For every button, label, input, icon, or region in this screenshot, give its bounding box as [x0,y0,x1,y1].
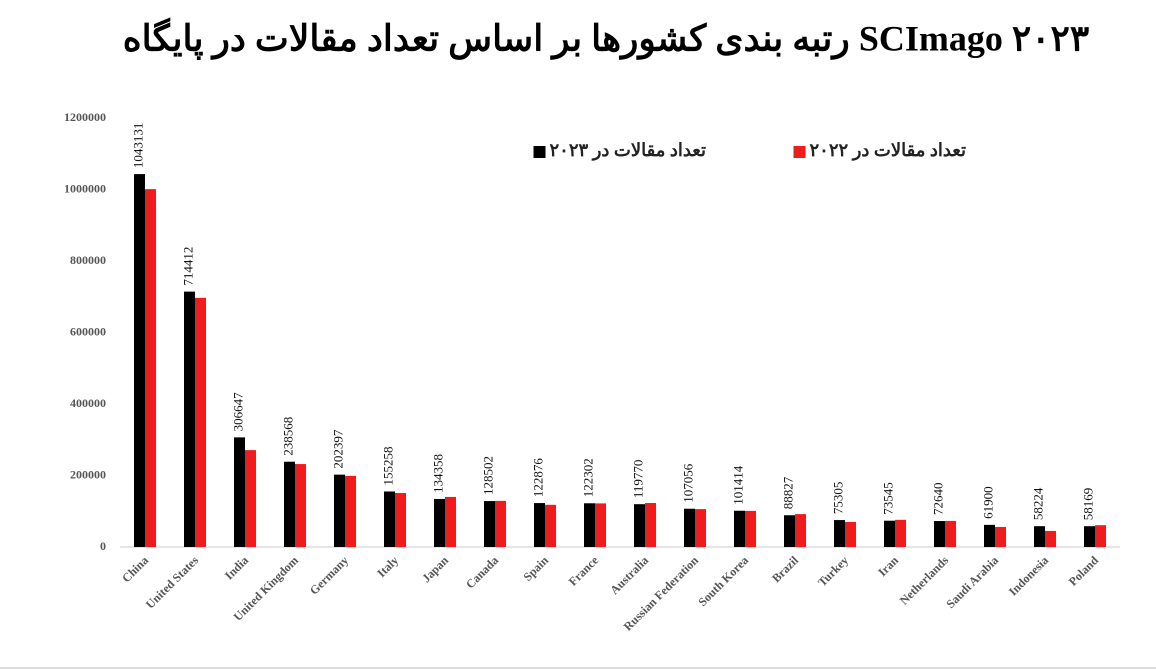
bar [534,503,545,547]
value-label: 88827 [780,476,795,509]
x-tick-label: Spain [520,553,551,584]
bar [345,475,356,547]
y-tick-label: 1000000 [64,181,106,195]
bar [895,519,906,547]
bar [295,464,306,547]
value-label: 61900 [980,486,995,519]
value-label: 101414 [730,465,745,505]
bar [245,450,256,547]
value-label: 58169 [1080,488,1095,521]
y-tick-label: 400000 [70,396,106,410]
bar [384,491,395,547]
bar [495,500,506,547]
legend-swatch [793,146,806,158]
bar [784,515,795,547]
bar [634,504,645,547]
bar [945,520,956,547]
value-label: 72640 [930,483,945,516]
x-tick-label: Indonesia [1006,553,1051,598]
x-tick-label: Brazil [769,553,802,586]
x-tick-label: Italy [374,553,401,580]
x-tick-label: Canada [463,553,501,591]
bar [145,189,156,547]
bar [884,520,895,547]
bar [234,437,245,547]
bar [1095,525,1106,547]
y-tick-label: 1200000 [64,110,106,124]
bar [645,503,656,547]
bar [734,510,745,547]
value-label: 306647 [230,392,245,432]
bar [934,521,945,547]
bar [434,498,445,547]
value-label: 1043131 [130,123,145,169]
bar [684,508,695,547]
bar [1084,526,1095,547]
bar [745,510,756,547]
x-tick-label: Australia [607,553,651,597]
legend-label: تعداد مقالات در ۲۰۲۳ [550,140,706,161]
value-label: 714412 [180,247,195,286]
value-label: 75305 [830,482,845,515]
bar [584,503,595,547]
x-tick-label: Poland [1066,553,1102,589]
x-tick-label: China [119,553,151,585]
bar [595,503,606,547]
value-label: 238568 [280,417,295,456]
bar [395,493,406,547]
y-tick-label: 200000 [70,467,106,481]
bar [834,520,845,547]
bar [1034,526,1045,547]
bar [995,526,1006,547]
x-tick-label: Iran [875,553,901,579]
x-tick-label: Turkey [815,553,851,589]
y-tick-label: 600000 [70,324,106,338]
value-label: 155258 [380,446,395,485]
bar [545,504,556,547]
bar [845,521,856,547]
x-tick-label: France [566,553,602,589]
value-label: 73545 [880,482,895,515]
x-tick-label: United States [143,553,201,611]
chart-title: رتبه بندی کشورها بر اساس تعداد مقالات در… [123,16,1089,60]
y-tick-label: 800000 [70,253,106,267]
legend-swatch [533,146,546,158]
value-label: 122876 [530,458,545,498]
x-tick-label: India [222,553,251,582]
bar [184,291,195,547]
x-tick-label: South Korea [695,553,751,609]
x-tick-label: Germany [307,553,351,597]
bar [1045,530,1056,547]
value-label: 119770 [630,460,645,499]
x-tick-label: Saudi Arabia [943,553,1001,611]
value-label: 134358 [430,454,445,493]
value-label: 107056 [680,463,695,503]
value-label: 202397 [330,429,345,469]
bar [984,524,995,547]
bar [445,496,456,547]
bar [334,474,345,547]
bar [484,501,495,547]
value-label: 128502 [480,456,495,495]
value-label: 58224 [1030,487,1045,520]
legend-label: تعداد مقالات در ۲۰۲۲ [810,140,966,161]
x-tick-label: Netherlands [897,553,951,607]
value-label: 122302 [580,458,595,497]
y-tick-label: 0 [100,539,106,553]
bar [795,514,806,547]
bar [284,461,295,547]
bar [134,174,145,547]
bar [195,297,206,547]
x-tick-label: Japan [419,553,451,585]
bar [695,509,706,547]
